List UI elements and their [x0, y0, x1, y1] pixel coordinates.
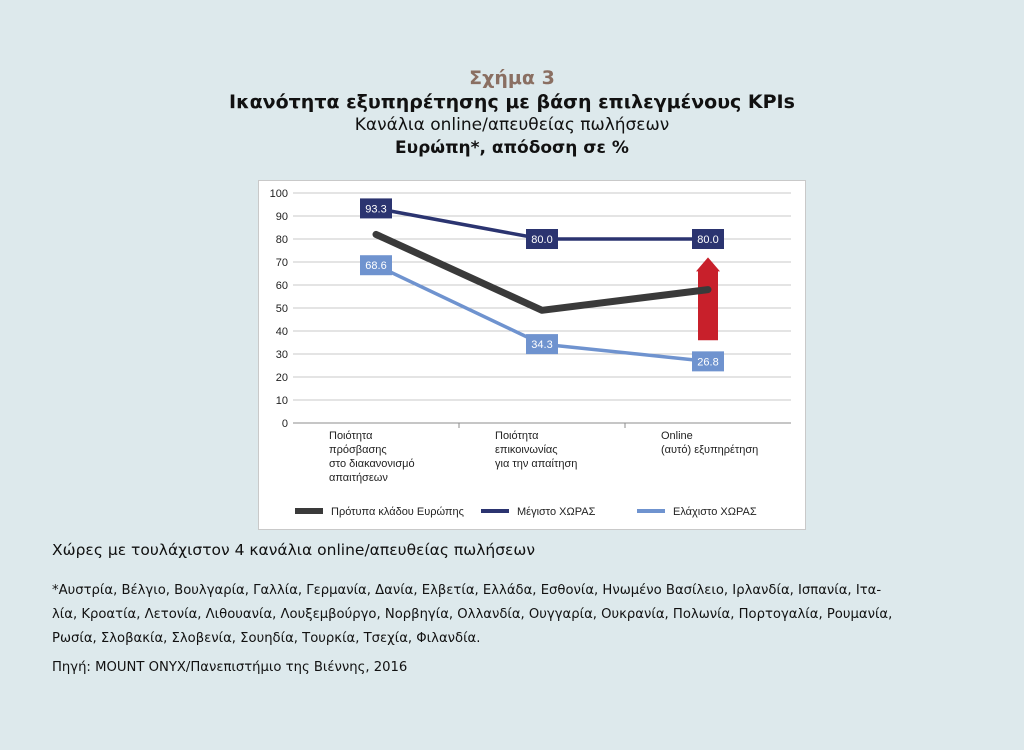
- x-tick-label: Online (αυτό) εξυπηρέτηση: [661, 430, 758, 456]
- y-tick-label: 30: [276, 349, 288, 361]
- data-label-box: [360, 198, 392, 219]
- y-tick-label: 40: [276, 326, 288, 338]
- x-tick-label: Ποιότητα πρόσβασης στο διακανονισμό απαιτήσ…: [329, 430, 415, 484]
- figure-header: Σχήμα 3 Ικανότητα εξυπηρέτησης με βάση ε…: [0, 66, 1024, 160]
- figure-title: Ικανότητα εξυπηρέτησης με βάση επιλεγμέν…: [229, 91, 795, 113]
- y-tick-label: 50: [276, 303, 288, 315]
- source-note: Πηγή: MOUNT ONYX/Πανεπιστήμιο της Βιέννη…: [52, 660, 408, 675]
- legend-label: Ελάχιστο ΧΩΡΑΣ: [673, 506, 757, 518]
- data-label: 80.0: [531, 234, 552, 246]
- y-tick-label: 80: [276, 234, 288, 246]
- countries-line-2: λία, Κροατία, Λετονία, Λιθουανία, Λουξεμ…: [52, 607, 893, 622]
- countries-footnote: *Αυστρία, Βέλγιο, Βουλγαρία, Γαλλία, Γερ…: [52, 579, 982, 651]
- y-tick-label: 100: [270, 188, 288, 200]
- figure-subtitle: Κανάλια online/απευθείας πωλήσεων: [354, 115, 670, 135]
- y-tick-label: 0: [282, 418, 288, 430]
- chart-container: 0 10 20 30 40 50 60 70 80 90 100 Ποιότητα πρόσβασης σ…: [258, 180, 806, 530]
- legend-label: Μέγιστο ΧΩΡΑΣ: [517, 506, 596, 518]
- y-tick-label: 70: [276, 257, 288, 269]
- data-label-box: [692, 351, 724, 372]
- countries-line-3: Ρωσία, Σλοβακία, Σλοβενία, Σουηδία, Τουρ…: [52, 631, 481, 646]
- legend-label: Πρότυπα κλάδου Ευρώπης: [331, 506, 464, 518]
- series-line: [372, 230, 712, 314]
- y-tick-label: 10: [276, 395, 288, 407]
- data-label-box: [360, 255, 392, 276]
- figure-region: Ευρώπη*, απόδοση σε %: [395, 138, 629, 158]
- data-label-box: [526, 334, 558, 355]
- countries-line-1: *Αυστρία, Βέλγιο, Βουλγαρία, Γαλλία, Γερ…: [52, 583, 882, 598]
- data-label: 68.6: [365, 260, 386, 272]
- y-tick-label: 90: [276, 211, 288, 223]
- line-chart: 0 10 20 30 40 50 60 70 80 90 100 Ποιότητα πρόσβασης σ…: [270, 188, 791, 518]
- y-tick-label: 60: [276, 280, 288, 292]
- data-label: 26.8: [697, 356, 718, 368]
- chart-note: Χώρες με τουλάχιστον 4 κανάλια online/απ…: [52, 541, 536, 559]
- data-label: 93.3: [365, 203, 386, 215]
- data-label-box: [526, 229, 558, 249]
- y-tick-label: 20: [276, 372, 288, 384]
- up-arrow-annotation: [696, 257, 720, 341]
- data-label-box: [692, 229, 724, 249]
- figure-number: Σχήμα 3: [469, 67, 555, 89]
- x-tick-label: Ποιότητα επικοινωνίας για την απαίτηση: [495, 430, 577, 470]
- data-label: 80.0: [697, 234, 718, 246]
- data-label: 34.3: [531, 339, 552, 351]
